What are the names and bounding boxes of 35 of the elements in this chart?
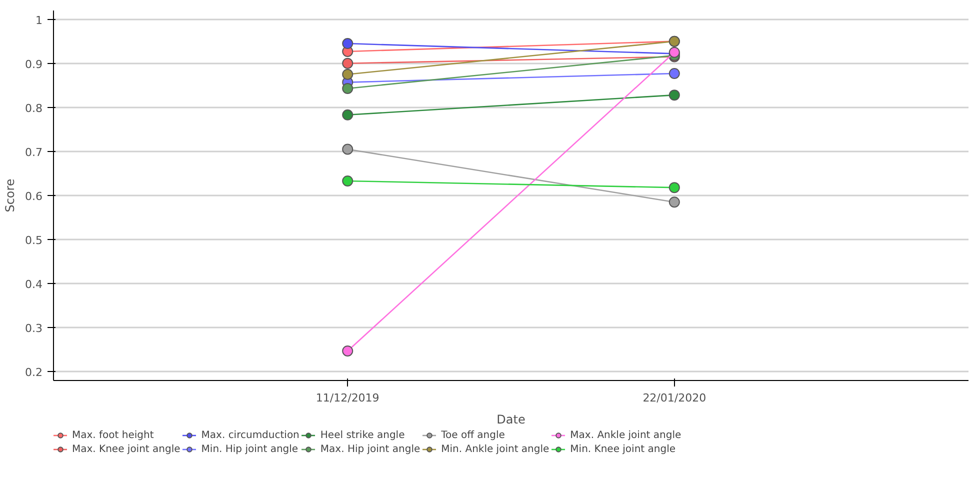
- point: [342, 109, 354, 120]
- legend-label: Min. Knee joint angle: [570, 443, 676, 455]
- y-tick-label: 0.3: [25, 322, 43, 336]
- y-tick-label: 0.5: [25, 234, 43, 248]
- point: [668, 182, 680, 194]
- y-tick-label: 1: [36, 14, 42, 27]
- legend-label: Heel strike angle: [320, 429, 405, 441]
- y-tick-label: 0.2: [25, 366, 43, 380]
- point: [342, 175, 354, 186]
- y-tick-label: 0.6: [25, 190, 43, 203]
- point: [342, 38, 354, 50]
- x-tick-label: 22/01/2020: [642, 392, 706, 404]
- y-tick-label: 0.4: [25, 278, 43, 292]
- legend-label: Min. Hip joint angle: [201, 443, 298, 455]
- point: [342, 82, 354, 94]
- point: [342, 144, 354, 155]
- y-tick-label: 0.7: [25, 146, 43, 159]
- y-axis-title: Score: [3, 178, 18, 212]
- point: [668, 90, 680, 101]
- legend-label: Toe off angle: [441, 429, 505, 441]
- legend-label: Max. Hip joint angle: [320, 443, 420, 455]
- x-axis-title: Date: [496, 412, 526, 426]
- x-tick-label: 11/12/2019: [316, 392, 380, 404]
- point: [342, 346, 354, 356]
- y-tick-label: 0.9: [25, 58, 43, 71]
- legend-label: Min. Ankle joint angle: [441, 443, 550, 455]
- legend-label: Max. circumduction: [201, 429, 300, 441]
- legend-label: Max. Knee joint angle: [72, 443, 180, 455]
- point: [342, 58, 354, 69]
- point: [668, 196, 680, 208]
- point: [342, 68, 354, 80]
- legend-label: Max. foot height: [72, 429, 154, 441]
- point: [668, 68, 680, 79]
- y-tick-label: 0.8: [25, 102, 43, 115]
- legend-label: Max. Ankle joint angle: [570, 429, 682, 441]
